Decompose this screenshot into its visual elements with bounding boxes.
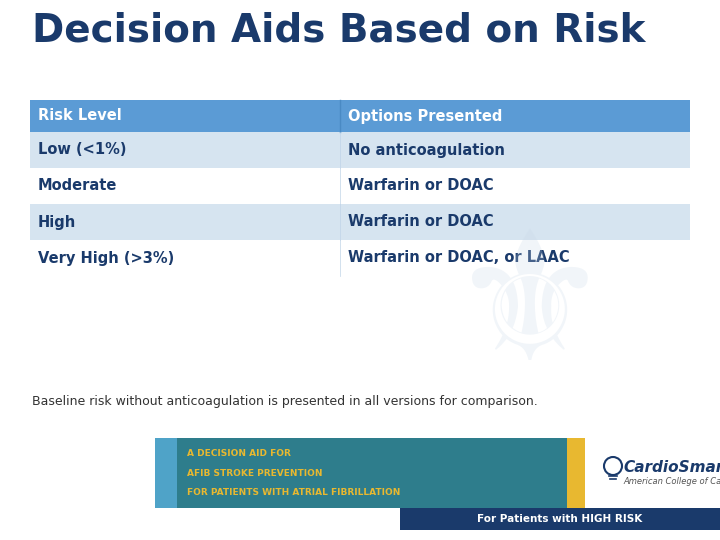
FancyBboxPatch shape bbox=[30, 168, 690, 204]
FancyBboxPatch shape bbox=[155, 438, 177, 508]
Text: ⚜: ⚜ bbox=[449, 222, 611, 398]
FancyBboxPatch shape bbox=[30, 204, 690, 240]
FancyBboxPatch shape bbox=[30, 100, 690, 132]
FancyBboxPatch shape bbox=[177, 438, 567, 508]
FancyBboxPatch shape bbox=[30, 240, 690, 276]
Text: Warfarin or DOAC: Warfarin or DOAC bbox=[348, 214, 494, 230]
Text: Decision Aids Based on Risk: Decision Aids Based on Risk bbox=[32, 12, 645, 50]
Text: Warfarin or DOAC, or LAAC: Warfarin or DOAC, or LAAC bbox=[348, 251, 570, 266]
FancyBboxPatch shape bbox=[30, 132, 690, 168]
Text: Low (<1%): Low (<1%) bbox=[38, 143, 127, 158]
Text: Very High (>3%): Very High (>3%) bbox=[38, 251, 174, 266]
Text: For Patients with HIGH RISK: For Patients with HIGH RISK bbox=[477, 514, 643, 524]
Text: A DECISION AID FOR: A DECISION AID FOR bbox=[187, 449, 291, 458]
Text: CardioSmart: CardioSmart bbox=[623, 461, 720, 476]
Text: Moderate: Moderate bbox=[38, 179, 117, 193]
Text: High: High bbox=[38, 214, 76, 230]
Text: Options Presented: Options Presented bbox=[348, 109, 503, 124]
Text: Warfarin or DOAC: Warfarin or DOAC bbox=[348, 179, 494, 193]
Text: American College of Cardiology: American College of Cardiology bbox=[623, 477, 720, 487]
Text: No anticoagulation: No anticoagulation bbox=[348, 143, 505, 158]
Text: Risk Level: Risk Level bbox=[38, 109, 122, 124]
Text: Baseline risk without anticoagulation is presented in all versions for compariso: Baseline risk without anticoagulation is… bbox=[32, 395, 538, 408]
FancyBboxPatch shape bbox=[567, 438, 585, 508]
Text: FOR PATIENTS WITH ATRIAL FIBRILLATION: FOR PATIENTS WITH ATRIAL FIBRILLATION bbox=[187, 488, 400, 497]
Text: AFIB STROKE PREVENTION: AFIB STROKE PREVENTION bbox=[187, 469, 323, 477]
FancyBboxPatch shape bbox=[400, 508, 720, 530]
